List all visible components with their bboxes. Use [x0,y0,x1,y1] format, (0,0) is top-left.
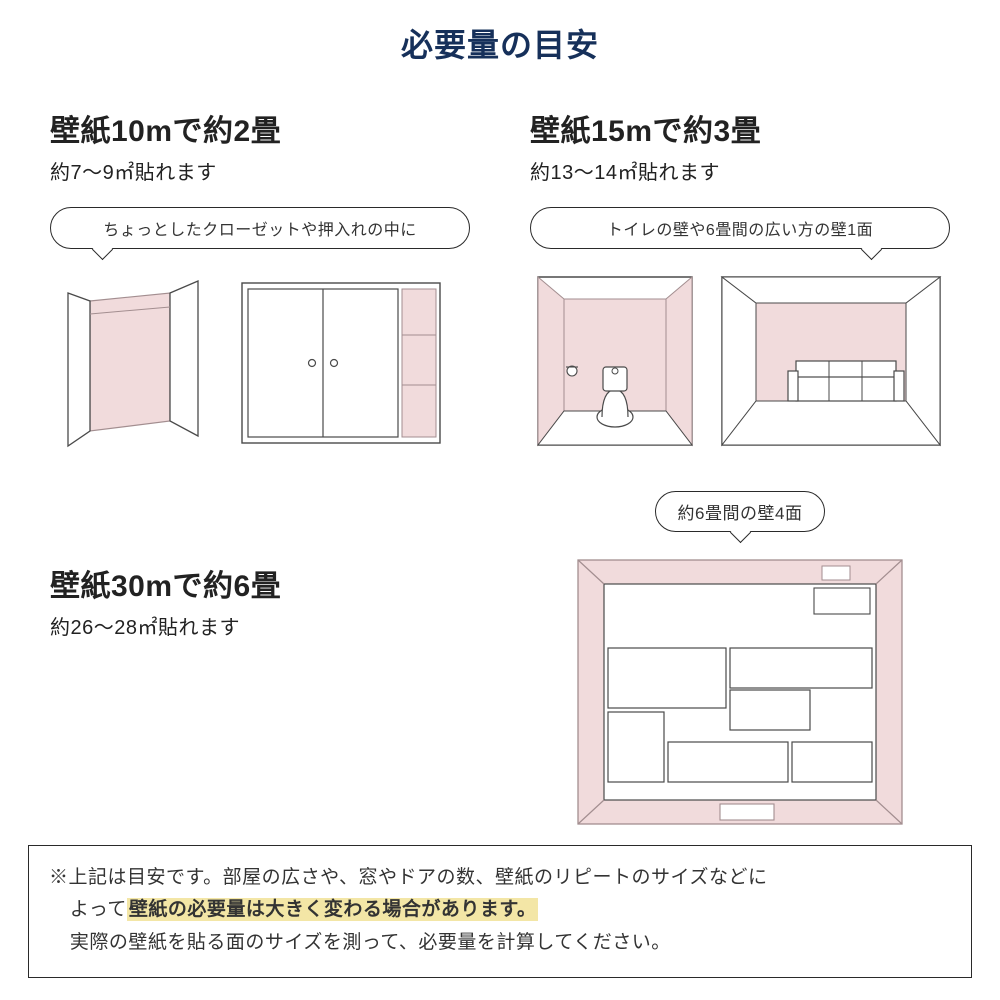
heading-30m: 壁紙30mで約6畳 [50,561,470,605]
illus-15m [530,271,950,451]
bubble-30m: 約6畳間の壁4面 [655,491,826,532]
bottom-row: 壁紙30mで約6畳 約26～28㎡貼れます 約6畳間の壁4面 [50,491,950,832]
living-room-icon [716,271,946,451]
section-15m: 壁紙15mで約3畳 約13～14㎡貼れます トイレの壁や6畳間の広い方の壁1面 [530,106,950,451]
sub-15m: 約13～14㎡貼れます [530,156,950,185]
closet-icon [50,271,220,451]
note-line3: 実際の壁紙を貼る面のサイズを測って、必要量を計算してください。 [49,927,951,959]
bubble-10m: ちょっとしたクローゼットや押入れの中に [50,207,470,249]
note-highlight: 壁紙の必要量は大きく変わる場合があります。 [127,898,539,921]
illus-10m [50,271,470,451]
toilet-room-icon [530,271,700,451]
heading-15m: 壁紙15mで約3畳 [530,106,950,150]
note-box: ※上記は目安です。部屋の広さや、窓やドアの数、壁紙のリピートのサイズなどに よっ… [28,845,972,978]
section-10m: 壁紙10mで約2畳 約7～9㎡貼れます ちょっとしたクローゼットや押入れの中に [50,106,470,451]
sub-10m: 約7～9㎡貼れます [50,156,470,185]
note-line1: ※上記は目安です。部屋の広さや、窓やドアの数、壁紙のリピートのサイズなどに [49,867,767,888]
sub-30m: 約26～28㎡貼れます [50,611,470,640]
sections-grid: 壁紙10mで約2畳 約7～9㎡貼れます ちょっとしたクローゼットや押入れの中に [50,106,950,451]
page-title: 必要量の目安 [50,20,950,66]
note-line2a: よって [70,899,127,920]
cabinet-icon [236,271,446,451]
section-30m-illus: 約6畳間の壁4面 [530,491,950,832]
heading-10m: 壁紙10mで約2畳 [50,106,470,150]
bubble-15m: トイレの壁や6畳間の広い方の壁1面 [530,207,950,249]
floorplan-icon [570,552,910,832]
section-30m: 壁紙30mで約6畳 約26～28㎡貼れます [50,491,470,640]
